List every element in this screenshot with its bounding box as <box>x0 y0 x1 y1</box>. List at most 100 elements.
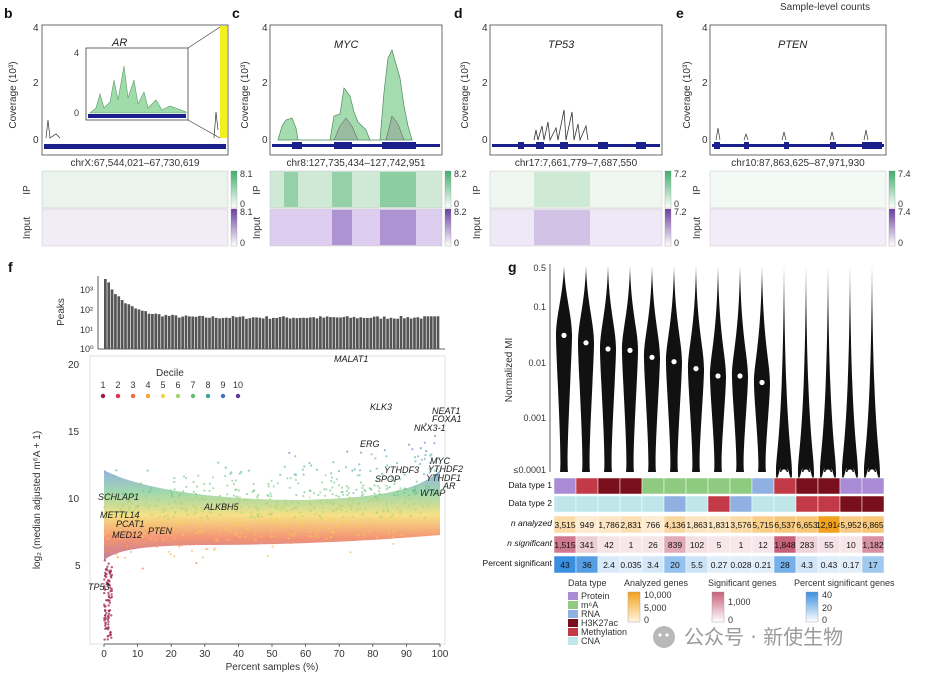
scatter-point <box>113 474 116 477</box>
scatter-point <box>111 527 114 530</box>
row-label-n-analyzed: n analyzed <box>511 518 552 528</box>
scatter-point <box>209 520 212 523</box>
panel-b: b Coverage (10³) 4 2 0 AR 4 0 chrX:67,54… <box>4 5 253 248</box>
data-type-cell <box>795 477 819 495</box>
scatter-point <box>130 497 133 500</box>
panel-c-gene-line <box>272 144 440 147</box>
scatter-point <box>166 514 169 517</box>
scatter-point <box>103 578 106 581</box>
panel-b-input-label: Input <box>22 217 33 239</box>
scatter-point <box>109 570 113 573</box>
scatter-point <box>279 509 282 512</box>
scatter-point <box>115 469 118 472</box>
scatter-point <box>361 486 364 489</box>
data-type-cell <box>663 495 687 513</box>
mi-median-dot <box>605 346 611 352</box>
panel-b-ip-heatmap <box>41 170 229 209</box>
panel-b-zoom-line-top <box>187 26 221 49</box>
mi-ytick-0.5: 0.5 <box>533 263 546 273</box>
peaks-bar <box>426 316 430 349</box>
scatter-point <box>158 515 161 518</box>
scatter-point <box>229 526 232 529</box>
scatter-ylabel: log₂ (median adjusted m⁶A + 1) <box>32 431 43 569</box>
value-cell-text: 1 <box>739 540 744 550</box>
value-cell-text: 3.4 <box>647 560 659 570</box>
value-cell-text: 2,831 <box>620 520 642 530</box>
scatter-point <box>134 513 137 516</box>
scatter-point <box>224 474 227 478</box>
scatter-point <box>172 515 175 518</box>
scatter-point <box>296 522 299 525</box>
scatter-point <box>320 502 323 505</box>
scatter-ytick-20: 20 <box>68 360 80 371</box>
scatter-point <box>435 467 439 471</box>
peaks-bar <box>392 318 396 349</box>
panel-c-input-heatmap <box>269 208 443 247</box>
scatter-point <box>419 511 423 514</box>
scatter-point <box>246 498 249 501</box>
peaks-bar <box>295 318 299 349</box>
scatter-point <box>288 486 291 489</box>
scatter-point <box>118 537 121 540</box>
scatter-point <box>403 491 406 494</box>
scatter-point <box>206 517 209 520</box>
scatter-point <box>313 492 316 495</box>
scatter-point <box>228 530 231 533</box>
scatter-point <box>224 527 227 531</box>
scatter-point <box>383 523 386 526</box>
scatter-point <box>180 503 183 506</box>
peaks-bar <box>436 316 440 349</box>
scatter-point <box>351 501 354 504</box>
scatter-point <box>103 506 106 509</box>
scatter-point <box>110 595 114 599</box>
panel-g: g Normalized MI 0.5 0.1 0.01 0.001 ≤0.00… <box>483 259 896 646</box>
peaks-ytick-2: 10² <box>80 305 93 315</box>
scatter-point <box>400 534 403 537</box>
scatter-ytick-15: 15 <box>68 427 80 438</box>
scatter-point <box>338 506 342 509</box>
scatter-point <box>413 489 416 492</box>
scatter-point <box>361 491 364 494</box>
panel-b-coverage-trace <box>45 111 219 139</box>
scatter-point <box>255 506 258 509</box>
decile-swatch <box>115 393 121 399</box>
panel-c-coordinates: chr8:127,735,434–127,742,951 <box>286 158 425 169</box>
xtick-label: 80 <box>367 649 379 660</box>
mi-median-dot <box>627 347 633 353</box>
scatter-point <box>337 469 341 473</box>
scatter-point <box>301 468 304 471</box>
peaks-bar <box>181 316 184 349</box>
scatter-point <box>396 461 399 465</box>
panel-e-input-max: 7.4 <box>898 207 911 217</box>
legend-data-type-label: Methylation <box>581 627 627 637</box>
scatter-point <box>378 477 381 480</box>
scatter-point <box>420 458 423 461</box>
xtick-label: 50 <box>266 649 278 660</box>
scatter-point <box>332 509 335 512</box>
scatter-point <box>378 499 381 502</box>
scatter-point <box>239 506 242 509</box>
scatter-point <box>408 443 411 446</box>
scatter-point <box>285 526 288 529</box>
scatter-point <box>340 486 344 489</box>
peaks-bar <box>308 317 312 349</box>
scatter-point <box>290 508 293 511</box>
decile-label: 6 <box>175 380 180 390</box>
gene-label-ar: AR <box>442 481 456 491</box>
scatter-point <box>216 498 219 501</box>
scatter-point <box>103 515 106 518</box>
scatter-point <box>141 543 144 546</box>
scatter-point <box>106 638 109 641</box>
peaks-bar <box>315 318 319 349</box>
scatter-point <box>246 492 249 496</box>
value-cell-text: 1,786 <box>598 520 620 530</box>
panel-c-input-zero: 0 <box>454 238 459 248</box>
scatter-point <box>269 530 272 533</box>
data-type-cell <box>553 495 577 513</box>
scatter-point <box>104 608 107 612</box>
panel-c-input-band-2 <box>380 210 416 245</box>
peaks-bar <box>198 315 201 349</box>
value-cell-text: 2.4 <box>603 560 615 570</box>
scatter-point <box>273 504 276 507</box>
scatter-point <box>345 485 348 488</box>
